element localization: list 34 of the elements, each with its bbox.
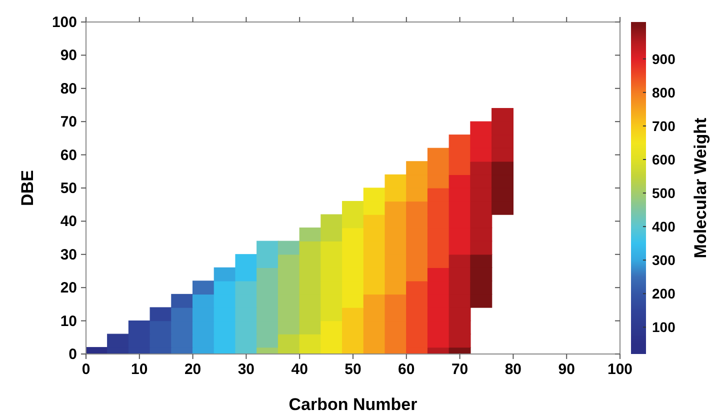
color-bar-label: 600 [652,151,676,168]
x-tick-label: 100 [607,361,633,378]
color-bar-title: Molecular Weight [691,117,710,258]
x-tick-label: 40 [291,361,308,378]
color-bar-label: 800 [652,84,676,100]
x-axis-title: Carbon Number [288,395,418,414]
color-bar-label: 200 [652,286,676,302]
x-tick-label: 10 [131,361,148,378]
x-tick-label: 60 [398,361,415,378]
x-tick-label: 20 [184,361,202,378]
y-tick-label: 70 [60,114,77,131]
y-tick-label: 40 [60,213,77,230]
y-axis-title: DBE [18,170,37,206]
y-tick-label: 100 [52,14,77,31]
color-bar-label: 700 [652,118,676,134]
color-bar-label: 500 [652,185,676,202]
color-bar-label: 300 [652,252,676,268]
x-tick-label: 0 [82,361,90,378]
y-tick-label: 0 [68,346,77,363]
color-bar-label: 900 [652,50,676,67]
y-tick-label: 20 [60,280,77,297]
y-tick-label: 30 [60,246,77,264]
y-tick-label: 90 [60,47,77,64]
y-tick-label: 50 [60,180,77,197]
x-tick-label: 50 [344,361,362,378]
y-tick-label: 60 [60,146,77,164]
x-tick-label: 90 [558,361,575,378]
color-bar-label: 100 [652,319,676,336]
x-tick-label: 30 [238,361,255,378]
x-tick-label: 80 [504,361,522,378]
color-bar-label: 400 [652,218,676,235]
y-tick-label: 10 [60,312,77,330]
y-tick-label: 80 [60,80,77,98]
x-tick-label: 70 [451,361,468,378]
